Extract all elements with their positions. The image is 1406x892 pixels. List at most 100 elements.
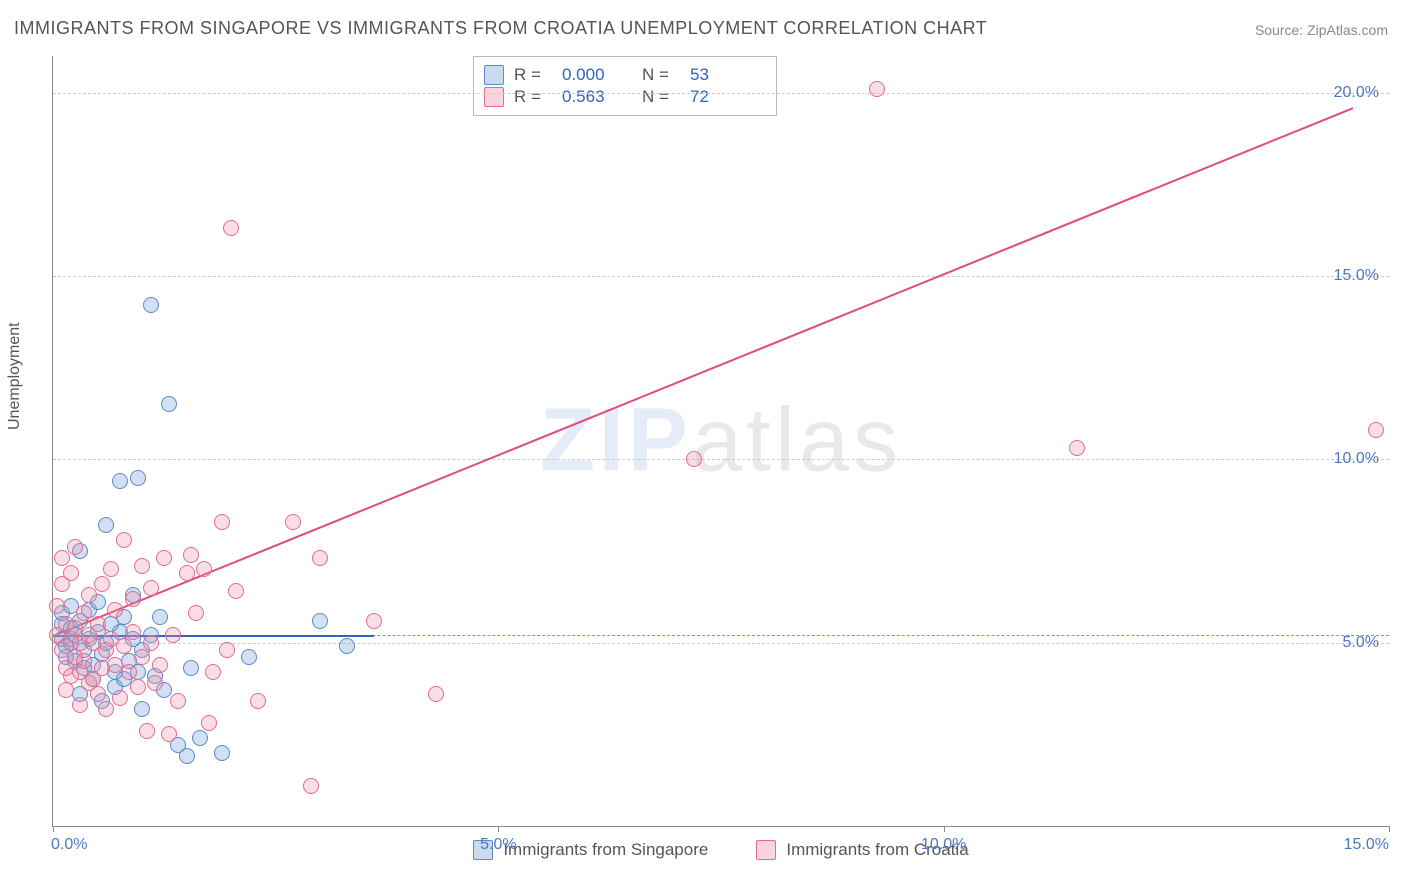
- data-point: [161, 726, 177, 742]
- scatter-plot-area: ZIPatlas R = 0.000 N = 53 R = 0.563 N = …: [52, 56, 1389, 827]
- data-point: [192, 730, 208, 746]
- data-point: [214, 745, 230, 761]
- data-point: [1368, 422, 1384, 438]
- trend-line: [53, 107, 1354, 637]
- data-point: [250, 693, 266, 709]
- data-point: [103, 561, 119, 577]
- x-tick-label: 5.0%: [480, 836, 516, 854]
- data-point: [188, 605, 204, 621]
- correlation-legend: R = 0.000 N = 53 R = 0.563 N = 72: [473, 56, 777, 116]
- data-point: [72, 697, 88, 713]
- data-point: [134, 701, 150, 717]
- x-tick-label: 0.0%: [51, 836, 87, 854]
- data-point: [179, 565, 195, 581]
- data-point: [130, 679, 146, 695]
- data-point: [98, 701, 114, 717]
- data-point: [125, 591, 141, 607]
- data-point: [116, 532, 132, 548]
- data-point: [139, 723, 155, 739]
- r-label: R =: [514, 87, 552, 107]
- data-point: [312, 613, 328, 629]
- data-point: [312, 550, 328, 566]
- x-tick-label: 10.0%: [921, 836, 966, 854]
- y-axis-label: Unemployment: [6, 322, 24, 430]
- swatch-pink-icon: [484, 87, 504, 107]
- data-point: [228, 583, 244, 599]
- data-point: [205, 664, 221, 680]
- data-point: [303, 778, 319, 794]
- n-value: 53: [690, 65, 760, 85]
- watermark-atlas: atlas: [692, 391, 902, 491]
- data-point: [179, 748, 195, 764]
- data-point: [1069, 440, 1085, 456]
- data-point: [183, 547, 199, 563]
- x-tick: [944, 826, 945, 832]
- y-tick-label: 5.0%: [1343, 634, 1379, 652]
- data-point: [121, 664, 137, 680]
- swatch-blue-icon: [484, 65, 504, 85]
- data-point: [686, 451, 702, 467]
- data-point: [152, 609, 168, 625]
- n-label: N =: [642, 65, 680, 85]
- grid-line: [53, 93, 1389, 94]
- data-point: [241, 649, 257, 665]
- data-point: [143, 635, 159, 651]
- data-point: [214, 514, 230, 530]
- grid-line: [53, 643, 1389, 644]
- grid-line: [53, 276, 1389, 277]
- data-point: [152, 657, 168, 673]
- r-label: R =: [514, 65, 552, 85]
- data-point: [81, 587, 97, 603]
- data-point: [183, 660, 199, 676]
- chart-title: IMMIGRANTS FROM SINGAPORE VS IMMIGRANTS …: [14, 18, 987, 39]
- n-value: 72: [690, 87, 760, 107]
- y-tick-label: 15.0%: [1334, 267, 1379, 285]
- data-point: [90, 616, 106, 632]
- legend-row-singapore: R = 0.000 N = 53: [484, 65, 760, 85]
- data-point: [54, 550, 70, 566]
- series-legend: Immigrants from Singapore Immigrants fro…: [53, 840, 1389, 860]
- data-point: [134, 558, 150, 574]
- data-point: [339, 638, 355, 654]
- x-tick: [1389, 826, 1390, 832]
- data-point: [125, 624, 141, 640]
- watermark: ZIPatlas: [540, 390, 902, 493]
- swatch-pink-icon: [756, 840, 776, 860]
- data-point: [201, 715, 217, 731]
- data-point: [285, 514, 301, 530]
- data-point: [161, 396, 177, 412]
- data-point: [143, 297, 159, 313]
- data-point: [112, 690, 128, 706]
- data-point: [196, 561, 212, 577]
- data-point: [223, 220, 239, 236]
- legend-row-croatia: R = 0.563 N = 72: [484, 87, 760, 107]
- source-attribution: Source: ZipAtlas.com: [1255, 22, 1388, 38]
- data-point: [116, 638, 132, 654]
- data-point: [366, 613, 382, 629]
- x-tick-label: 15.0%: [1344, 836, 1389, 854]
- legend-label: Immigrants from Singapore: [503, 840, 708, 860]
- data-point: [94, 576, 110, 592]
- data-point: [428, 686, 444, 702]
- data-point: [112, 473, 128, 489]
- n-label: N =: [642, 87, 680, 107]
- r-value: 0.563: [562, 87, 632, 107]
- data-point: [170, 693, 186, 709]
- data-point: [134, 649, 150, 665]
- y-tick-label: 10.0%: [1334, 450, 1379, 468]
- data-point: [219, 642, 235, 658]
- r-value: 0.000: [562, 65, 632, 85]
- data-point: [156, 550, 172, 566]
- data-point: [90, 686, 106, 702]
- data-point: [63, 565, 79, 581]
- x-tick: [53, 826, 54, 832]
- data-point: [130, 470, 146, 486]
- data-point: [143, 580, 159, 596]
- data-point: [107, 602, 123, 618]
- grid-line: [53, 459, 1389, 460]
- y-tick-label: 20.0%: [1334, 84, 1379, 102]
- data-point: [98, 517, 114, 533]
- data-point: [869, 81, 885, 97]
- data-point: [165, 627, 181, 643]
- x-tick: [498, 826, 499, 832]
